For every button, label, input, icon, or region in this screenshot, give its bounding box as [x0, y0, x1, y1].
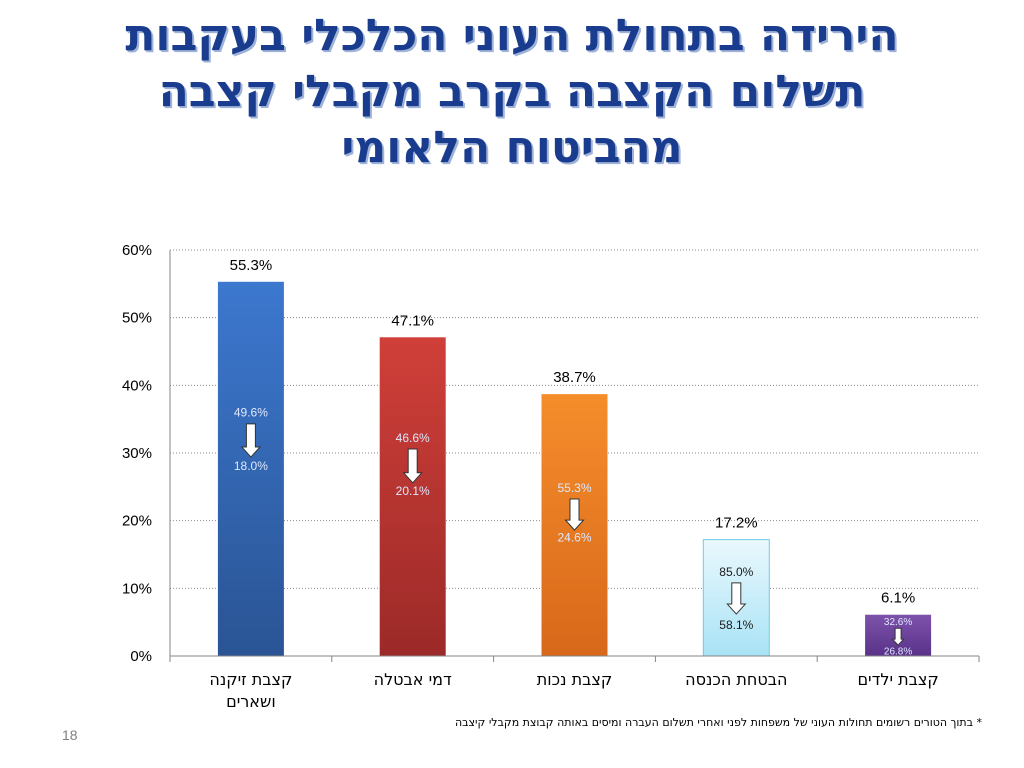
- down-arrow-icon: [402, 448, 423, 484]
- title-line-2: תשלום הקצבה בקרב מקבלי קצבה: [158, 66, 866, 117]
- y-tick-label: 10%: [122, 580, 152, 597]
- y-tick-label: 30%: [122, 445, 152, 462]
- poverty-after-label: 26.8%: [884, 647, 912, 658]
- title-line-1: הירידה בתחולת העוני הכלכלי בעקבות: [125, 10, 899, 61]
- poverty-before-label: 46.6%: [396, 431, 430, 445]
- footnote: * בתוך הטורים רשומים תחולות העוני של משפ…: [454, 716, 982, 729]
- x-category-label: קצבת זיקנה: [209, 670, 292, 689]
- bar-value-label: 6.1%: [881, 590, 915, 607]
- down-arrow-icon: [726, 582, 747, 615]
- poverty-before-label: 55.3%: [557, 481, 591, 495]
- y-tick-label: 20%: [122, 513, 152, 530]
- title-line-3: מהביטוח הלאומי: [341, 122, 683, 173]
- bar: [217, 281, 284, 656]
- x-category-label: הבטחת הכנסה: [685, 670, 787, 689]
- x-category-label: ושארים: [226, 692, 276, 711]
- slide-title: הירידה בתחולת העוני הכלכלי בעקבות תשלום …: [0, 8, 1024, 176]
- y-tick-label: 0%: [130, 648, 152, 665]
- poverty-before-label: 32.6%: [884, 617, 912, 628]
- bar: [379, 337, 446, 656]
- bar-value-label: 17.2%: [715, 515, 758, 532]
- bar-value-label: 47.1%: [391, 312, 434, 329]
- poverty-before-label: 85.0%: [719, 565, 753, 579]
- y-tick-label: 60%: [122, 242, 152, 259]
- down-arrow-icon: [891, 627, 905, 646]
- x-category-label: דמי אבטלה: [374, 670, 452, 689]
- x-category-label: קצבת ילדים: [857, 670, 938, 689]
- poverty-after-label: 20.1%: [396, 484, 430, 498]
- y-tick-label: 40%: [122, 377, 152, 394]
- page-number: 18: [62, 727, 78, 743]
- poverty-after-label: 24.6%: [557, 531, 591, 545]
- poverty-after-label: 58.1%: [719, 618, 753, 632]
- bar-value-label: 38.7%: [553, 369, 596, 386]
- poverty-before-label: 49.6%: [234, 405, 268, 419]
- down-arrow-icon: [240, 423, 262, 458]
- down-arrow-icon: [564, 498, 585, 531]
- y-tick-label: 50%: [122, 310, 152, 327]
- poverty-after-label: 18.0%: [234, 459, 268, 473]
- x-category-label: קצבת נכות: [537, 670, 612, 689]
- bar-value-label: 55.3%: [230, 257, 273, 274]
